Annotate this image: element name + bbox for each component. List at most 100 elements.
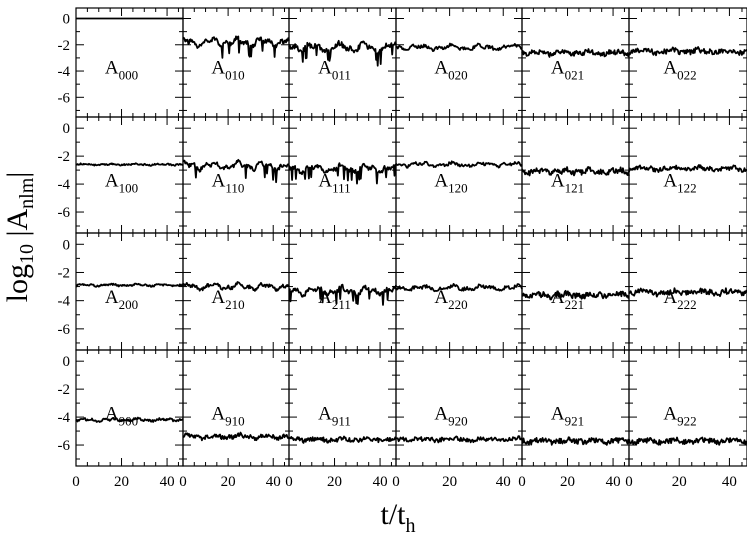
panel-label: A200 xyxy=(105,287,138,312)
panel-label: A120 xyxy=(434,171,467,196)
y-tick-label: -2 xyxy=(58,149,71,165)
x-tick-label: 40 xyxy=(606,474,621,490)
panel-label: A922 xyxy=(663,404,696,429)
panel-A020: A020 xyxy=(395,7,523,118)
series-line xyxy=(75,282,184,288)
panel-label: A921 xyxy=(551,404,584,429)
series-line xyxy=(521,48,630,58)
panel-label: A910 xyxy=(211,404,244,429)
panel-frame xyxy=(395,232,523,351)
panel-frame xyxy=(75,116,184,234)
series-line xyxy=(395,42,523,52)
series-line xyxy=(182,281,290,292)
panel-A900: A900 xyxy=(75,349,184,467)
panel-label: A020 xyxy=(434,57,467,82)
panels-group: A000 A010 A011 A020 A021 A022 A100 A110 A111 A120… xyxy=(75,7,747,467)
panel-frame xyxy=(182,232,290,351)
panel-A211: A211 xyxy=(288,232,397,351)
y-tick-label: -6 xyxy=(58,205,71,221)
series-line xyxy=(288,39,397,67)
y-tick-label: -4 xyxy=(58,64,71,80)
series-line xyxy=(628,164,747,174)
y-tick-label: -2 xyxy=(58,265,71,281)
panel-frame xyxy=(395,7,523,118)
series-line xyxy=(628,287,747,298)
series-line xyxy=(75,162,184,167)
x-tick-label: 0 xyxy=(179,474,187,490)
panel-label: A111 xyxy=(318,171,350,196)
series-line xyxy=(395,160,523,169)
panel-A111: A111 xyxy=(288,116,397,234)
y-tick-label: -6 xyxy=(58,322,71,338)
series-line xyxy=(182,158,290,184)
panel-A022: A022 xyxy=(628,7,747,118)
x-tick-label: 0 xyxy=(625,474,633,490)
y-tick-label: -6 xyxy=(58,90,71,106)
panel-label: A222 xyxy=(663,287,696,312)
panel-label: A011 xyxy=(318,57,351,82)
panel-A121: A121 xyxy=(521,116,630,234)
panel-frame xyxy=(288,349,397,467)
panel-A122: A122 xyxy=(628,116,747,234)
panel-label: A010 xyxy=(211,57,244,82)
panel-label: A221 xyxy=(551,287,584,312)
panel-A010: A010 xyxy=(182,7,290,118)
panel-label: A920 xyxy=(434,404,467,429)
panel-A100: A100 xyxy=(75,116,184,234)
x-tick-label: 40 xyxy=(266,474,281,490)
series-line xyxy=(288,435,397,444)
panel-label: A210 xyxy=(211,287,244,312)
panel-frame xyxy=(182,349,290,467)
panel-A210: A210 xyxy=(182,232,290,351)
panel-frame xyxy=(75,7,184,118)
y-tick-label: 0 xyxy=(63,237,71,253)
x-tick-label: 20 xyxy=(221,474,236,490)
panel-A220: A220 xyxy=(395,232,523,351)
series-line xyxy=(521,289,630,301)
panel-A021: A021 xyxy=(521,7,630,118)
panel-label: A021 xyxy=(551,57,584,82)
series-line xyxy=(628,46,747,57)
panel-A911: A911 xyxy=(288,349,397,467)
panel-label: A022 xyxy=(663,57,696,82)
panel-A922: A922 xyxy=(628,349,747,467)
tick-labels-group: 0-2-4-60-2-4-60-2-4-60-2-4-60 20 40 0 20 40 0 2… xyxy=(58,12,737,490)
x-tick-label: 0 xyxy=(392,474,400,490)
x-tick-label: 20 xyxy=(114,474,129,490)
x-tick-label: 20 xyxy=(672,474,687,490)
panel-A910: A910 xyxy=(182,349,290,467)
x-tick-label: 40 xyxy=(496,474,511,490)
y-tick-label: -4 xyxy=(58,294,71,310)
panel-label: A110 xyxy=(212,171,245,196)
panel-A110: A110 xyxy=(182,116,290,234)
panel-frame xyxy=(395,116,523,234)
y-tick-label: 0 xyxy=(63,12,71,28)
series-line xyxy=(288,162,397,185)
y-tick-label: -2 xyxy=(58,382,71,398)
x-tick-label: 0 xyxy=(285,474,293,490)
y-tick-label: -4 xyxy=(58,177,71,193)
series-line xyxy=(395,435,523,444)
panel-frame xyxy=(521,116,630,234)
series-line xyxy=(75,416,184,423)
panel-frame xyxy=(75,232,184,351)
series-line xyxy=(628,436,747,446)
series-line xyxy=(521,166,630,177)
panel-A921: A921 xyxy=(521,349,630,467)
x-tick-label: 40 xyxy=(373,474,388,490)
panel-label: A911 xyxy=(318,404,351,429)
panel-frame xyxy=(395,349,523,467)
x-tick-label: 40 xyxy=(722,474,737,490)
series-line xyxy=(288,283,397,306)
y-tick-label: 0 xyxy=(63,354,71,370)
y-tick-label: -4 xyxy=(58,410,71,426)
panel-A200: A200 xyxy=(75,232,184,351)
panel-frame xyxy=(628,349,747,467)
panel-label: A000 xyxy=(105,57,138,82)
y-tick-label: -2 xyxy=(58,38,71,54)
series-line xyxy=(521,436,630,446)
y-tick-label: -6 xyxy=(58,438,71,454)
series-line xyxy=(182,431,290,442)
x-tick-label: 0 xyxy=(72,474,80,490)
